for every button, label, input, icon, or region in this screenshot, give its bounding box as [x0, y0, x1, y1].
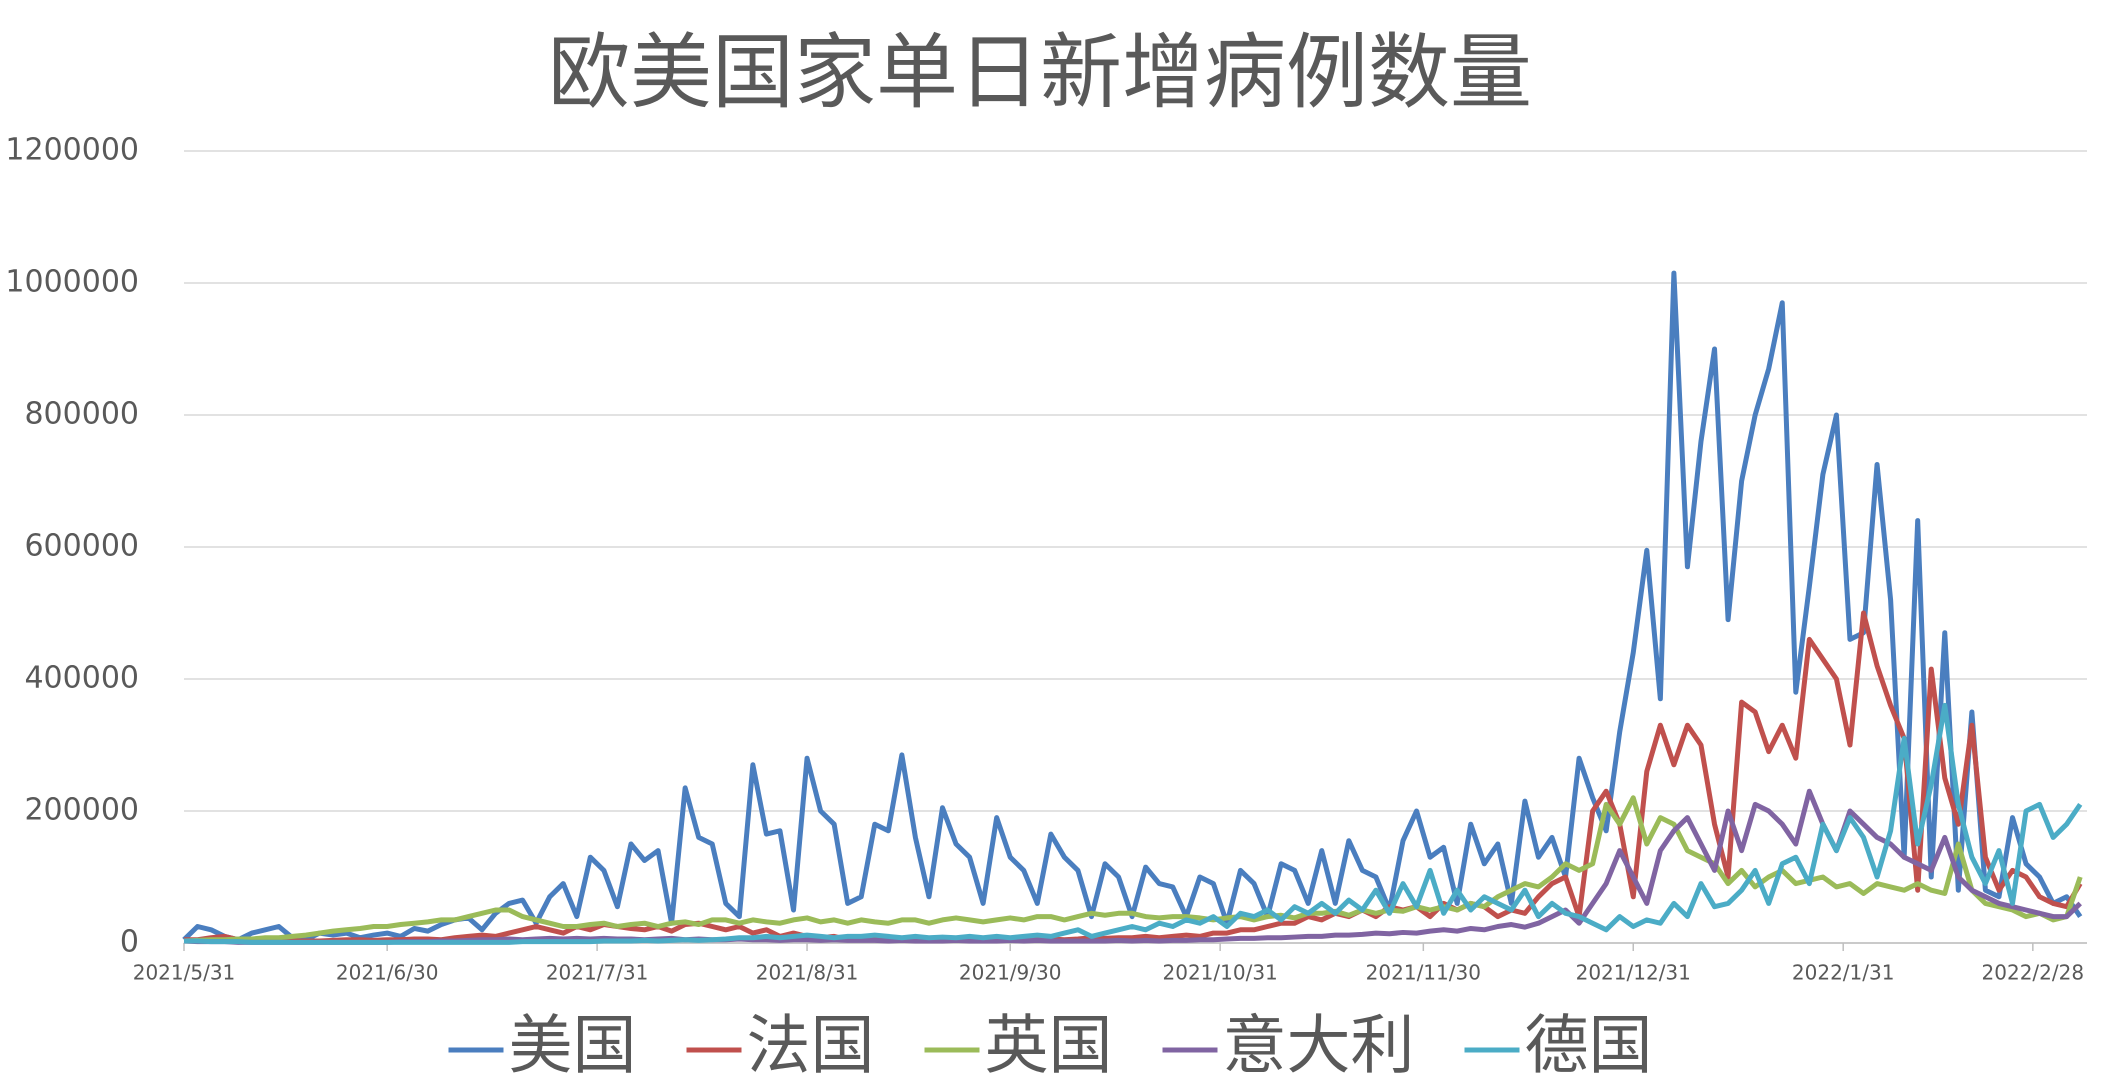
- x-tick-label: 2021/6/30: [336, 961, 439, 985]
- y-tick-label: 200000: [24, 793, 139, 828]
- x-tick-label: 2021/10/31: [1163, 961, 1278, 985]
- legend-label: 英国: [985, 1010, 1113, 1084]
- y-tick-label: 0: [120, 925, 139, 960]
- legend-label: 美国: [509, 1010, 637, 1084]
- x-tick-label: 2021/12/31: [1576, 961, 1691, 985]
- series-line: [184, 702, 2083, 945]
- x-tick-label: 2022/2/28: [1982, 961, 2085, 985]
- series-line: [184, 610, 2083, 944]
- x-tick-label: 2021/9/30: [959, 961, 1062, 985]
- y-tick-label: 1000000: [5, 265, 139, 300]
- x-tick-label: 2021/8/31: [756, 961, 859, 985]
- legend-label: 德国: [1525, 1010, 1653, 1084]
- series-line: [183, 788, 2082, 945]
- x-tick-label: 2021/11/30: [1366, 961, 1481, 985]
- legend-label: 法国: [747, 1010, 875, 1084]
- y-tick-label: 800000: [24, 397, 139, 432]
- x-tick-label: 2021/7/31: [546, 961, 649, 985]
- x-tick-label: 2021/5/31: [133, 961, 236, 985]
- y-tick-label: 600000: [24, 529, 139, 564]
- y-tick-label: 400000: [24, 661, 139, 696]
- series-line: [183, 795, 2083, 944]
- legend-label: 意大利: [1223, 1010, 1415, 1084]
- y-tick-label: 1200000: [5, 133, 139, 168]
- x-tick-label: 2022/1/31: [1792, 961, 1895, 985]
- chart-title: 欧美国家单日新增病例数量: [548, 25, 1532, 120]
